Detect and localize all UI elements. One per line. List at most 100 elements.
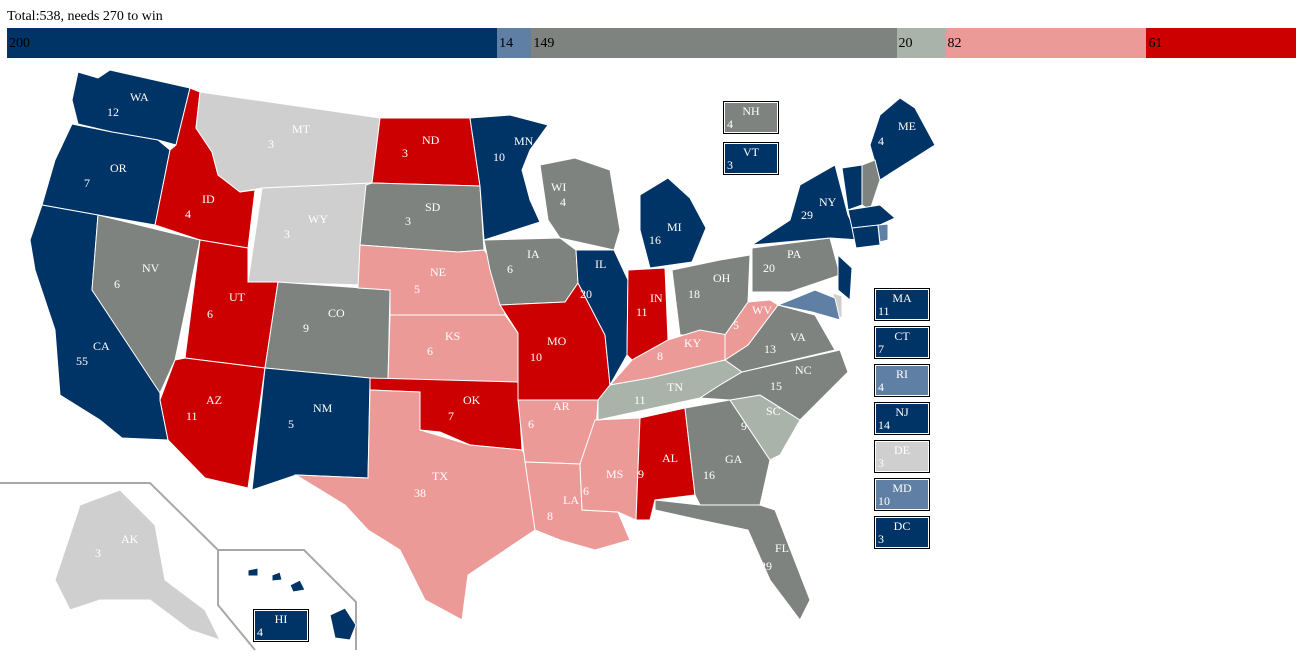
state-il[interactable] (575, 249, 629, 387)
state-box-ct[interactable]: CT 7 (874, 326, 930, 359)
state-box-ev: 7 (878, 342, 884, 356)
state-ev-wv: 5 (733, 318, 739, 332)
state-wa[interactable] (71, 69, 191, 146)
state-box-ri[interactable]: RI 4 (874, 364, 930, 397)
state-label-az: AZ (206, 393, 222, 407)
state-box-ev: 3 (878, 532, 884, 546)
state-az[interactable] (159, 357, 266, 489)
state-wi[interactable] (539, 157, 621, 251)
state-label-tx: TX (432, 469, 448, 483)
state-box-md[interactable]: MD 10 (874, 478, 930, 511)
state-md[interactable] (776, 289, 841, 321)
state-ev-az: 11 (186, 409, 198, 423)
state-box-ev: 4 (257, 625, 263, 639)
state-ev-or: 7 (84, 176, 90, 190)
state-ev-tx: 38 (414, 486, 426, 500)
state-ks[interactable] (387, 314, 519, 383)
state-ev-sd: 3 (405, 214, 411, 228)
state-label-pa: PA (787, 247, 802, 261)
state-ev-ny: 29 (801, 208, 813, 222)
state-ct[interactable] (851, 224, 881, 249)
state-vt[interactable] (841, 164, 863, 211)
state-ev-va: 13 (764, 342, 776, 356)
state-ny[interactable] (751, 164, 861, 246)
state-ev-nc: 15 (770, 379, 782, 393)
state-label-id: ID (202, 192, 215, 206)
state-box-vt[interactable]: VT 3 (723, 142, 779, 175)
state-ev-ia: 6 (507, 262, 513, 276)
state-nj[interactable] (837, 253, 853, 302)
state-nm[interactable] (251, 367, 371, 491)
state-label-il: IL (595, 257, 606, 271)
state-ev-co: 9 (303, 321, 309, 335)
state-box-ev: 3 (727, 158, 733, 172)
state-ma[interactable] (847, 204, 896, 229)
state-label-ms: MS (606, 467, 623, 481)
state-label-nd: ND (422, 133, 440, 147)
state-label-ak: AK (121, 532, 139, 546)
state-label-co: CO (328, 306, 345, 320)
state-label-ok: OK (463, 393, 481, 407)
state-label-wi: WI (551, 180, 566, 194)
tally-segment-likely_dem: 14 (497, 28, 532, 58)
state-ri[interactable] (877, 223, 889, 243)
state-ev-fl: 29 (760, 559, 772, 573)
state-label-al: AL (662, 451, 678, 465)
state-box-label: DE (894, 443, 910, 457)
state-box-ma[interactable]: MA 11 (874, 288, 930, 321)
state-ev-mn: 10 (493, 150, 505, 164)
state-label-wv: WV (752, 303, 772, 317)
state-box-label: MD (892, 481, 912, 495)
state-ev-in: 11 (636, 305, 648, 319)
state-box-label: MA (892, 291, 912, 305)
state-box-label: NH (742, 104, 760, 118)
state-label-nm: NM (313, 401, 333, 415)
state-box-dc[interactable]: DC 3 (874, 516, 930, 549)
tally-segment-safe_dem: 200 (7, 28, 498, 58)
state-ev-nm: 5 (288, 417, 294, 431)
state-sd[interactable] (359, 182, 485, 253)
state-box-ev: 14 (878, 418, 890, 432)
state-box-ev: 4 (878, 380, 884, 394)
state-co[interactable] (264, 281, 391, 381)
state-ev-ks: 6 (427, 344, 433, 358)
state-wy[interactable] (247, 182, 373, 286)
state-fl[interactable] (654, 499, 811, 621)
state-box-de[interactable]: DE 3 (874, 440, 930, 473)
state-ak[interactable] (54, 489, 221, 641)
state-ev-la: 8 (547, 509, 553, 523)
state-label-wa: WA (130, 90, 149, 104)
state-ev-wi: 4 (560, 195, 566, 209)
state-box-label: RI (896, 367, 908, 381)
state-label-me: ME (898, 119, 916, 133)
state-ev-ms: 6 (583, 484, 589, 498)
state-tx[interactable] (294, 389, 536, 621)
state-ev-ky: 8 (657, 349, 663, 363)
state-label-nv: NV (142, 261, 160, 275)
state-nh[interactable] (861, 159, 881, 211)
state-label-va: VA (790, 330, 806, 344)
state-me[interactable] (869, 97, 936, 181)
state-mt[interactable] (195, 91, 381, 193)
state-box-nh[interactable]: NH 4 (723, 101, 779, 134)
state-ev-nv: 6 (114, 277, 120, 291)
state-nd[interactable] (371, 117, 481, 187)
tally-segment-safe_gop: 61 (1146, 28, 1296, 58)
state-box-hi[interactable]: HI 4 (253, 609, 309, 642)
state-label-nc: NC (795, 363, 812, 377)
state-label-ny: NY (819, 195, 837, 209)
state-box-label: VT (743, 145, 759, 159)
state-mi[interactable] (639, 177, 707, 269)
state-nv[interactable] (91, 214, 201, 395)
state-label-ks: KS (445, 329, 460, 343)
state-mn[interactable] (469, 114, 549, 241)
state-box-nj[interactable]: NJ 14 (874, 402, 930, 435)
electoral-tally-bar: 200 14 149 20 82 61 (7, 28, 1296, 58)
state-label-mn: MN (514, 134, 534, 148)
state-ev-mi: 16 (649, 233, 661, 247)
state-hi[interactable] (247, 567, 357, 641)
state-nc[interactable] (698, 349, 849, 421)
state-box-ev: 3 (878, 456, 884, 470)
state-ev-ca: 55 (76, 354, 88, 368)
state-label-ut: UT (229, 290, 246, 304)
